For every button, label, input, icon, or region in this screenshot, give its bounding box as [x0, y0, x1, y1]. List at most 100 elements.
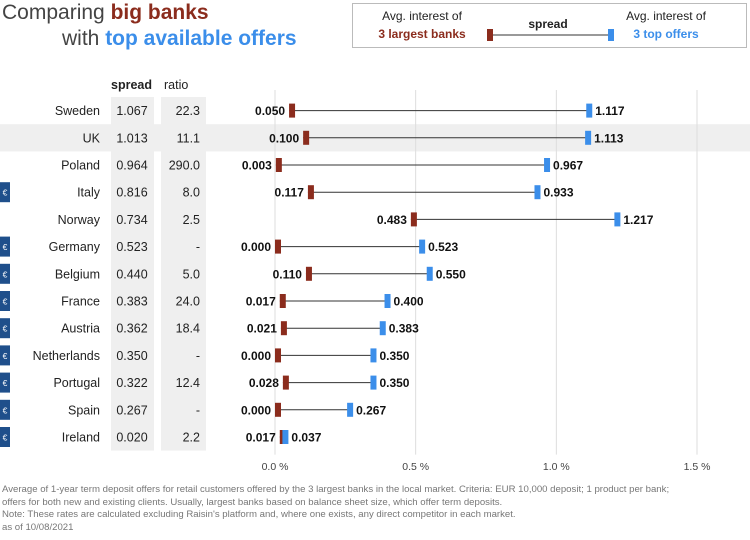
euro-icon: € [3, 324, 8, 334]
top-offer-value-label: 0.523 [428, 240, 458, 254]
euro-badge [0, 399, 10, 420]
top-offer-value-label: 1.117 [595, 104, 625, 118]
euro-badge [0, 291, 10, 311]
spread-value: 0.816 [116, 186, 147, 200]
euro-badge [0, 318, 10, 339]
top-offer-value-label: 1.113 [594, 131, 624, 145]
spread-value: 0.350 [116, 349, 147, 363]
big-bank-value-label: 0.050 [255, 104, 285, 118]
top-offer-marker [585, 130, 592, 145]
x-tick-label: 0.5 % [402, 461, 429, 473]
top-offer-marker [370, 348, 377, 363]
euro-icon: € [3, 405, 8, 415]
legend-right-line2: 3 top offers [633, 27, 699, 41]
footnote: Average of 1-year term deposit offers fo… [2, 484, 747, 534]
big-bank-marker [282, 375, 289, 390]
euro-icon: € [3, 242, 8, 252]
ratio-value: 2.5 [183, 213, 200, 227]
title-line2-highlight: top available offers [105, 27, 297, 50]
top-offer-marker [419, 239, 426, 254]
big-bank-value-label: 0.117 [275, 186, 305, 200]
big-bank-value-label: 0.100 [269, 131, 299, 145]
legend-top-marker [608, 29, 614, 41]
big-bank-value-label: 0.028 [249, 376, 279, 390]
big-bank-value-label: 0.000 [241, 403, 271, 417]
big-bank-marker [305, 266, 312, 281]
ratio-value: - [196, 240, 200, 254]
ratio-value: 290.0 [169, 159, 200, 173]
euro-badge [0, 182, 10, 203]
ratio-value: 22.3 [176, 104, 200, 118]
spread-column-header: spread [111, 78, 152, 92]
ratio-value: 8.0 [183, 186, 200, 200]
spread-value: 0.362 [116, 322, 147, 336]
legend: Avg. interest of 3 largest banks spread … [352, 3, 747, 48]
top-offer-marker [426, 266, 433, 281]
ratio-value: 12.4 [176, 376, 200, 390]
big-bank-marker [280, 321, 287, 336]
legend-left-line2: 3 largest banks [378, 27, 466, 41]
top-offer-marker [347, 402, 354, 417]
x-tick-label: 0.0 % [262, 461, 289, 473]
top-offer-value-label: 0.267 [356, 403, 386, 417]
ratio-value: 18.4 [176, 322, 200, 336]
top-offer-marker [370, 375, 377, 390]
big-bank-marker [275, 348, 281, 363]
euro-badge [0, 263, 10, 284]
country-label: UK [83, 131, 101, 145]
euro-icon: € [3, 351, 8, 361]
big-bank-marker [303, 130, 310, 145]
euro-icon: € [3, 378, 8, 388]
country-label: Ireland [62, 431, 100, 445]
top-offer-marker [614, 212, 621, 227]
ratio-value: 24.0 [176, 295, 200, 309]
top-offer-marker [534, 185, 541, 200]
ratio-value: 11.1 [177, 131, 200, 145]
footnote-line2: offers for both new and existing clients… [2, 496, 503, 508]
big-bank-marker [275, 158, 282, 172]
top-offer-marker [384, 294, 391, 308]
country-label: Norway [58, 213, 101, 227]
big-bank-marker [279, 294, 286, 308]
big-bank-value-label: 0.000 [241, 349, 271, 363]
big-bank-value-label: 0.017 [246, 295, 276, 309]
big-bank-value-label: 0.021 [247, 322, 277, 336]
country-label: Austria [61, 322, 100, 336]
country-label: France [61, 295, 100, 309]
ratio-value: 2.2 [183, 431, 200, 445]
title-line2-prefix: with [62, 27, 106, 50]
country-label: Italy [77, 186, 101, 200]
big-bank-marker [307, 185, 314, 200]
dumbbell-chart: spread ratio 0.0 % 0.5 % 1.0 % 1.5 % Sweden 1.0… [0, 78, 750, 473]
x-tick-label: 1.0 % [543, 461, 570, 473]
country-label: Belgium [55, 267, 100, 281]
ratio-value: - [196, 403, 200, 417]
legend-sample [487, 29, 614, 41]
spread-value: 1.013 [116, 131, 147, 145]
top-offer-value-label: 0.967 [553, 159, 583, 173]
country-label: Netherlands [33, 349, 100, 363]
title-line1-prefix: Comparing [2, 1, 111, 24]
top-offer-marker [282, 430, 289, 444]
top-offer-value-label: 0.550 [436, 267, 466, 281]
top-offer-value-label: 0.350 [379, 376, 409, 390]
country-label: Germany [49, 240, 101, 254]
big-bank-value-label: 0.000 [241, 240, 271, 254]
legend-left-line1: Avg. interest of [382, 9, 462, 23]
top-offer-value-label: 0.383 [389, 322, 419, 336]
spread-value: 0.383 [116, 295, 147, 309]
top-offer-value-label: 0.350 [379, 349, 409, 363]
top-offer-marker [379, 321, 386, 336]
country-label: Poland [61, 159, 100, 173]
top-offer-marker [586, 103, 593, 118]
ratio-value: - [196, 349, 200, 363]
ratio-column-bg [161, 97, 206, 451]
footnote-line4: as of 10/08/2021 [2, 521, 74, 533]
big-bank-value-label: 0.483 [377, 213, 407, 227]
euro-icon: € [3, 433, 8, 443]
top-offer-value-label: 0.400 [394, 295, 424, 309]
top-offer-marker [544, 158, 551, 172]
ratio-value: 5.0 [183, 267, 200, 281]
chart-title-line1: Comparing big banks [2, 0, 209, 26]
footnote-line3: Note: These rates are calculated excludi… [2, 509, 516, 520]
